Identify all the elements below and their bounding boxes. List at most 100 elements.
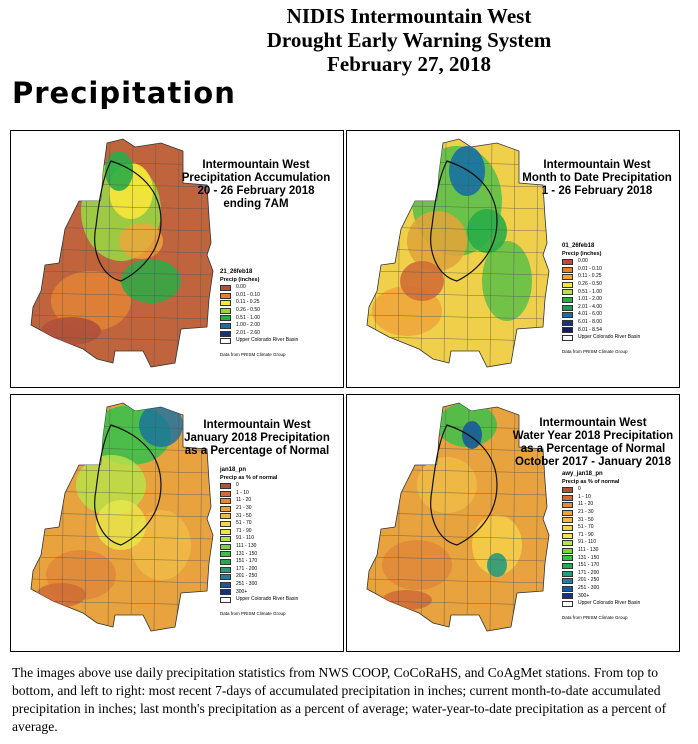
legend-class-entry: 2.01 - 4.00 xyxy=(562,304,640,312)
legend-class-label: 71 - 90 xyxy=(236,527,252,534)
legend-class-entry: 1 - 10 xyxy=(562,494,640,502)
legend-heading: Precip as % of normal xyxy=(562,478,620,485)
precip-region-shading xyxy=(487,553,507,577)
legend-class-entry: 21 - 30 xyxy=(220,505,298,513)
legend-class-entry: 0.11 - 0.25 xyxy=(220,299,298,307)
header-line-2: Drought Early Warning System xyxy=(266,28,552,52)
legend-class-label: 1.01 - 2.00 xyxy=(578,296,602,303)
legend-class-label: 0.51 - 1.00 xyxy=(236,314,260,321)
legend-basin-entry: Upper Colorado River Basin xyxy=(220,337,298,345)
basin-label: Upper Colorado River Basin xyxy=(236,337,299,344)
legend-swatch xyxy=(220,589,231,596)
legend-swatch xyxy=(220,520,231,527)
legend-class-label: 0.00 xyxy=(236,284,246,291)
county-boundary-line xyxy=(31,292,213,298)
map-title: Intermountain West Precipitation Accumul… xyxy=(171,159,341,211)
precip-region-shading xyxy=(449,146,485,196)
legend-swatch xyxy=(220,581,231,588)
precip-region-shading xyxy=(462,421,482,449)
legend-swatch xyxy=(562,532,573,539)
legend-class-entry: 300+ xyxy=(562,593,640,601)
precip-region-shading xyxy=(41,317,101,345)
legend-swatch xyxy=(562,562,573,569)
data-source: Data from PRISM Climate Group xyxy=(562,348,628,354)
legend-swatch xyxy=(562,486,573,493)
legend-class-label: 4.01 - 6.00 xyxy=(578,311,602,318)
legend-swatch xyxy=(220,551,231,558)
map-title-line: 20 - 26 February 2018 xyxy=(197,185,315,197)
legend-class-entry: 251 - 300 xyxy=(220,581,298,589)
map-title-line: October 2017 - January 2018 xyxy=(515,456,671,468)
precip-region-shading xyxy=(382,540,452,590)
legend-class-entry: 91 - 110 xyxy=(562,539,640,547)
legend-class-label: 6.01 - 8.00 xyxy=(578,318,602,325)
map-legend: 21_26feb18 Precip (inches) 0.00 0.01 - 0.… xyxy=(220,269,298,359)
legend-class-entry: 0.11 - 0.25 xyxy=(562,273,640,281)
legend-heading: Precip (inches) xyxy=(220,276,260,283)
legend-class-entry: 111 - 130 xyxy=(220,543,298,551)
legend-swatch xyxy=(562,555,573,562)
legend-class-entry: 11 - 20 xyxy=(562,501,640,509)
county-boundary-line xyxy=(31,534,213,540)
legend-class-label: 0.11 - 0.25 xyxy=(236,299,260,306)
legend-class-entry: 0.26 - 0.50 xyxy=(562,281,640,289)
legend-swatch xyxy=(220,566,231,573)
legend-swatch xyxy=(220,490,231,497)
legend-class-label: 0.01 - 0.10 xyxy=(578,265,602,272)
upper-colorado-basin-outline xyxy=(94,424,162,546)
legend-class-label: 171 - 200 xyxy=(236,565,258,572)
header-line-3: February 27, 2018 xyxy=(327,52,491,76)
caption-text: The images above use daily precipitation… xyxy=(12,665,667,734)
legend-swatch xyxy=(562,570,573,577)
legend-class-entry: 0.51 - 1.00 xyxy=(562,289,640,297)
legend-class-entry: 201 - 250 xyxy=(220,573,298,581)
legend-class-entry: 0.01 - 0.10 xyxy=(220,292,298,300)
legend-class-entry: 91 - 110 xyxy=(220,535,298,543)
legend-swatch xyxy=(562,585,573,592)
basin-label: Upper Colorado River Basin xyxy=(578,334,641,341)
map-panel-water-year-percent-normal: Intermountain West Water Year 2018 Preci… xyxy=(346,394,680,652)
map-title: Intermountain West Water Year 2018 Preci… xyxy=(505,417,679,469)
legend-class-entry: 8.01 - 8.54 xyxy=(562,327,640,335)
legend-swatch xyxy=(220,505,231,512)
legend-swatch xyxy=(220,284,231,291)
upper-colorado-basin-outline xyxy=(430,160,498,282)
county-boundary-line xyxy=(489,403,493,631)
legend-class-entry: 31 - 50 xyxy=(220,513,298,521)
legend-swatch xyxy=(562,304,573,311)
precip-region-shading xyxy=(139,403,183,447)
map-title-line: as a Percentage of Normal xyxy=(184,445,330,457)
legend-class-label: 300+ xyxy=(578,592,590,599)
basin-outline-swatch xyxy=(562,600,573,607)
legend-class-label: 51 - 70 xyxy=(578,524,594,531)
legend-swatch xyxy=(562,289,573,296)
legend-class-entry: 0.00 xyxy=(220,284,298,292)
legend-class-label: 171 - 200 xyxy=(578,569,600,576)
legend-basin-entry: Upper Colorado River Basin xyxy=(562,600,640,608)
legend-class-label: 0 xyxy=(578,486,581,493)
legend-class-entry: 0 xyxy=(562,486,640,494)
legend-swatch xyxy=(562,540,573,547)
legend-class-label: 91 - 110 xyxy=(578,539,596,546)
county-boundary-line xyxy=(31,578,213,584)
county-boundary-line xyxy=(176,403,180,631)
legend-class-label: 91 - 110 xyxy=(236,535,254,542)
legend-swatch xyxy=(562,266,573,273)
map-title-line: Water Year 2018 Precipitation xyxy=(512,430,674,442)
county-boundary-line xyxy=(374,403,378,631)
legend-swatch xyxy=(562,494,573,501)
legend-swatch xyxy=(562,578,573,585)
county-boundary-line xyxy=(31,556,213,562)
county-boundary-line xyxy=(367,578,549,584)
county-boundary-line xyxy=(367,556,549,562)
county-boundary-line xyxy=(38,139,42,367)
legend-class-label: 21 - 30 xyxy=(236,504,252,511)
legend-swatch xyxy=(220,558,231,565)
map-panel-january-percent-normal: Intermountain West January 2018 Precipit… xyxy=(10,394,344,652)
map-panel-month-to-date: Intermountain West Month to Date Precipi… xyxy=(346,130,680,388)
legend-layer-id: awy_jan18_pn xyxy=(562,471,603,477)
map-title-line: Intermountain West xyxy=(203,419,311,431)
county-boundary-line xyxy=(176,139,180,367)
data-source: Data from PRISM Climate Group xyxy=(220,610,286,616)
